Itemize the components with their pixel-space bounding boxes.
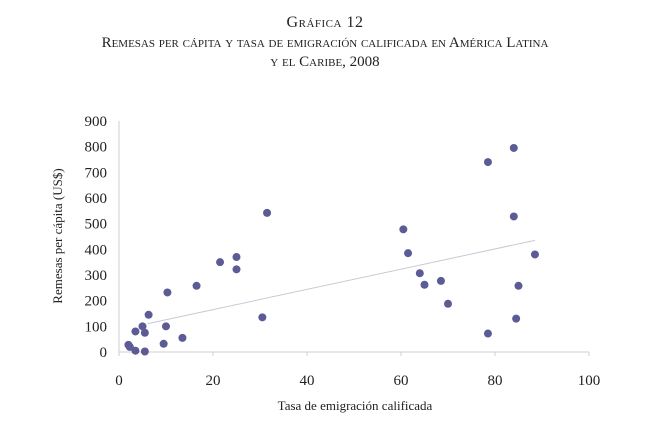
x-tick-label: 40: [300, 373, 315, 389]
data-point: [216, 258, 225, 267]
data-point: [514, 281, 523, 290]
data-point: [415, 269, 424, 278]
data-point: [263, 208, 272, 217]
data-point: [436, 276, 445, 285]
x-tick-label: 80: [488, 373, 503, 389]
chart-title-line1: Remesas per cápita y tasa de emigración …: [101, 35, 549, 51]
data-point: [232, 253, 241, 262]
data-point: [530, 250, 539, 259]
y-tick-label: 0: [100, 345, 108, 361]
data-point: [483, 329, 492, 338]
data-point: [140, 347, 149, 356]
y-tick-label: 500: [85, 217, 108, 233]
data-point: [163, 288, 172, 297]
figure-label: Gráfica 12: [286, 14, 364, 31]
data-point: [399, 225, 408, 234]
y-tick-label: 800: [85, 140, 108, 156]
data-point: [140, 328, 149, 337]
y-tick-label: 300: [85, 268, 108, 284]
data-point: [483, 158, 492, 167]
x-tick-label: 20: [206, 373, 221, 389]
data-point: [509, 212, 518, 221]
y-tick-label: 400: [85, 242, 108, 258]
data-point: [509, 143, 518, 152]
data-point: [178, 333, 187, 342]
x-tick-label: 100: [578, 373, 601, 389]
data-point: [131, 327, 140, 336]
x-tick-label: 60: [394, 373, 409, 389]
y-tick-label: 100: [85, 319, 108, 335]
data-point: [192, 281, 201, 290]
data-point: [232, 265, 241, 274]
data-point: [159, 339, 168, 348]
trendline: [147, 239, 536, 325]
data-point: [144, 310, 153, 319]
axes: [118, 121, 590, 356]
chart-title-line2: y el Caribe, 2008: [270, 54, 380, 70]
y-tick-label: 700: [85, 165, 108, 181]
data-point: [131, 346, 140, 355]
trendline-group: [147, 239, 536, 325]
data-point: [420, 280, 429, 289]
y-tick-label: 600: [85, 191, 108, 207]
data-point: [444, 299, 452, 308]
x-axis-label: Tasa de emigración calificada: [278, 398, 433, 413]
y-tick-label: 900: [85, 114, 108, 130]
data-point: [138, 322, 147, 331]
y-axis-label: Remesas per cápita (US$): [50, 168, 65, 303]
data-point: [258, 313, 267, 322]
chart-header: Gráfica 12 Remesas per cápita y tasa de …: [0, 14, 650, 72]
x-tick-label: 0: [115, 373, 123, 389]
data-point: [125, 342, 134, 351]
y-tick-label: 200: [85, 294, 108, 310]
data-points: [124, 143, 539, 356]
data-point: [162, 322, 170, 331]
data-point: [512, 314, 521, 323]
data-point: [404, 249, 413, 258]
tick-labels: 0 100 200 300 400 500 600 700 800 900 0 20 40 60 80 100: [85, 114, 601, 389]
